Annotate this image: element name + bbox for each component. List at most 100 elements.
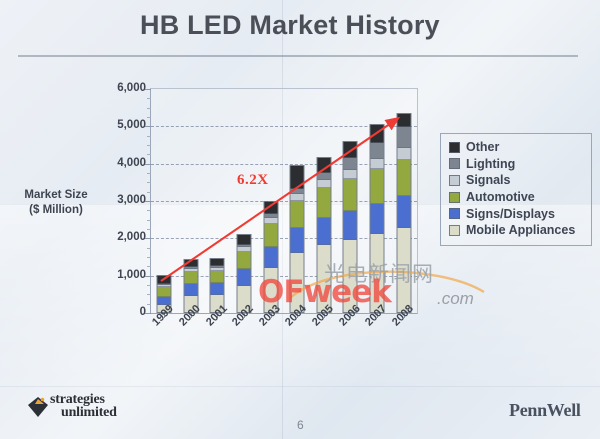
chart-legend: Other Lighting Signals Automotive Signs/Disp… (440, 133, 592, 246)
bar-slot (284, 89, 311, 318)
bar-segment (264, 223, 278, 248)
bar-segment (397, 148, 411, 160)
bar-segment (317, 172, 331, 180)
y-axis-minor-tick (147, 294, 151, 296)
y-axis-tick (145, 89, 151, 90)
y-axis-title-line1: Market Size (24, 189, 88, 201)
bar-segment (397, 196, 411, 229)
x-axis-tick (190, 313, 192, 318)
legend-item-label: Mobile Appliances (466, 223, 576, 238)
legend-swatch-icon (449, 174, 460, 186)
stacked-bar[interactable] (289, 164, 305, 313)
bar-slot (204, 89, 231, 318)
stacked-bar[interactable] (342, 141, 358, 313)
bar-slot (231, 89, 258, 318)
bar-segment (237, 252, 251, 270)
legend-item[interactable]: Automotive (449, 189, 585, 206)
legend-swatch-icon (449, 141, 460, 153)
bar-segment (210, 294, 224, 312)
page-number: 6 (297, 418, 304, 432)
y-axis-tick (145, 163, 151, 165)
y-axis-minor-tick (147, 191, 151, 193)
bar-segment (343, 169, 357, 179)
legend-swatch-icon (449, 191, 460, 203)
legend-item-label: Lighting (466, 156, 516, 171)
bar-segment (397, 126, 411, 149)
x-axis-tick (350, 313, 352, 318)
legend-item[interactable]: Lighting (449, 156, 585, 173)
bar-slot (337, 89, 364, 318)
y-axis-tick (145, 201, 151, 202)
bar-segment (157, 275, 171, 284)
legend-item-label: Automotive (466, 190, 535, 205)
legend-item[interactable]: Other (449, 139, 585, 156)
y-axis-tick-label: 1,000 (117, 268, 146, 281)
legend-swatch-icon (449, 158, 460, 170)
bar-segment (237, 269, 251, 286)
legend-swatch-icon (449, 224, 460, 236)
panel-seam-horizontal-lower (0, 386, 600, 387)
bar-segment (157, 305, 171, 312)
legend-item-label: Signals (466, 173, 511, 188)
x-axis-tick (377, 313, 379, 318)
bar-segment (157, 296, 171, 306)
stacked-bar[interactable] (316, 157, 332, 313)
bar-slot (178, 89, 205, 318)
pennwell-logo-text: PennWell (509, 400, 581, 420)
y-axis-minor-tick (147, 117, 151, 118)
bar-slot (311, 89, 338, 318)
y-axis-minor-tick (147, 247, 151, 249)
legend-item[interactable]: Signals (449, 172, 585, 189)
y-axis-minor-tick (147, 154, 151, 156)
bar-segment (370, 125, 384, 143)
bar-segment (317, 245, 331, 312)
x-axis-tick (270, 313, 272, 318)
y-axis-tick (145, 275, 151, 277)
bar-segment (370, 159, 384, 170)
x-axis-tick (217, 313, 219, 318)
bar-segment (290, 253, 304, 312)
bar-segment (237, 285, 251, 312)
bar-segment (317, 158, 331, 173)
bar-segment (264, 202, 278, 214)
stacked-bar[interactable] (236, 234, 252, 313)
bar-segment (317, 218, 331, 246)
strategies-logo-line1: strategies (50, 392, 105, 407)
legend-swatch-icon (449, 208, 460, 220)
y-axis-tick (145, 238, 151, 240)
y-axis-title-line2: ($ Million) (29, 204, 83, 216)
bar-segment (370, 142, 384, 160)
bar-segment (290, 165, 304, 189)
bar-segment (343, 178, 357, 212)
bar-segment (210, 270, 224, 283)
y-axis-tick-label: 4,000 (117, 156, 146, 169)
y-axis-minor-tick (147, 135, 151, 137)
bar-slot (257, 89, 284, 318)
stacked-bar[interactable] (396, 112, 412, 313)
bar-slot (364, 89, 391, 318)
x-axis-tick (244, 313, 246, 318)
legend-item[interactable]: Mobile Appliances (449, 222, 585, 239)
y-axis-tick-label: 6,000 (117, 82, 146, 94)
bar-segment (370, 203, 384, 235)
bar-segment (370, 169, 384, 204)
y-axis-minor-tick (147, 266, 151, 268)
x-axis-tick (403, 313, 405, 318)
legend-item[interactable]: Signs/Displays (449, 205, 585, 222)
legend-item-label: Signs/Displays (466, 206, 555, 221)
y-axis-minor-tick (147, 98, 151, 100)
bar-segment (210, 282, 224, 295)
stacked-bar[interactable] (369, 124, 385, 313)
bar-segment (343, 158, 357, 170)
bar-slot (151, 89, 178, 318)
bar-segment (237, 235, 251, 245)
strategies-logo-line2: unlimited (61, 405, 117, 420)
stacked-bar[interactable] (263, 201, 279, 313)
x-axis-tick (164, 313, 166, 318)
bar-segment (290, 193, 304, 201)
bar-segment (343, 142, 357, 159)
y-axis-minor-tick (147, 219, 151, 221)
x-axis-tick (297, 313, 299, 318)
bar-segment (264, 247, 278, 268)
bar-segment (157, 287, 171, 297)
